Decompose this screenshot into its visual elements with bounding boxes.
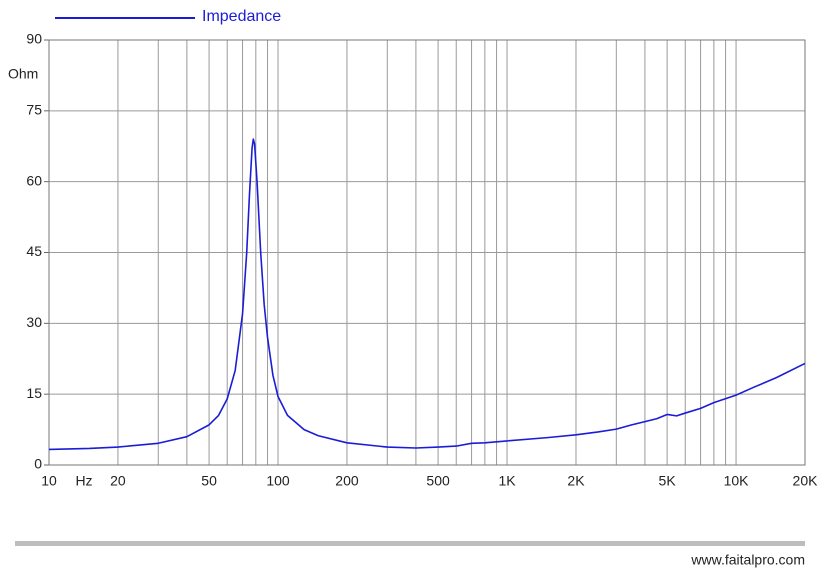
x-tick-label: 50	[201, 473, 217, 489]
x-tick-label: 5K	[659, 473, 677, 489]
impedance-line	[48, 138, 806, 451]
plot-frame	[48, 39, 806, 466]
x-tick-label: 10K	[724, 473, 750, 489]
footer-bar	[15, 541, 805, 546]
x-unit: Hz	[75, 473, 92, 489]
x-tick-label: 20	[110, 473, 126, 489]
x-tick-label: 2K	[567, 473, 585, 489]
x-tick-label: 10	[41, 473, 57, 489]
x-tick-label: 500	[426, 473, 450, 489]
footer-text: www.faitalpro.com	[690, 552, 805, 568]
y-tick-label: 45	[26, 243, 42, 259]
legend-label: Impedance	[202, 8, 281, 25]
y-tick-label: 60	[26, 172, 42, 188]
y-tick-label: 75	[26, 102, 42, 118]
x-tick-label: 200	[335, 473, 359, 489]
x-tick-label: 100	[266, 473, 290, 489]
y-tick-label: 15	[26, 385, 42, 401]
y-tick-label: 0	[34, 456, 42, 472]
x-tick-label: 20K	[793, 473, 819, 489]
x-tick-label: 1K	[498, 473, 516, 489]
y-tick-label: 30	[26, 314, 42, 330]
y-tick-label: 90	[26, 31, 42, 47]
y-unit: Ohm	[8, 66, 38, 82]
